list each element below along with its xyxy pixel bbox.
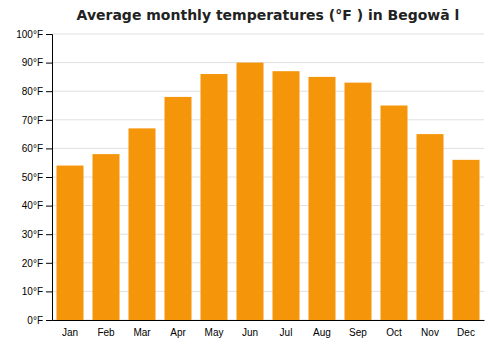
tick: 80°F bbox=[22, 86, 52, 97]
tick-label: Oct bbox=[386, 327, 402, 338]
tick-label: Jul bbox=[280, 327, 293, 338]
tick: 40°F bbox=[22, 200, 52, 211]
tick-label: 90°F bbox=[22, 57, 43, 68]
tick: Feb bbox=[97, 327, 115, 338]
tick: 70°F bbox=[22, 115, 52, 126]
tick-label: May bbox=[205, 327, 224, 338]
tick-mark bbox=[46, 206, 52, 207]
tick-mark bbox=[46, 63, 52, 64]
tick-mark bbox=[46, 263, 52, 264]
axis-domain bbox=[46, 35, 53, 321]
grid bbox=[52, 34, 484, 320]
tick: 90°F bbox=[22, 57, 52, 68]
tick-label: 80°F bbox=[22, 86, 43, 97]
bar bbox=[417, 134, 444, 320]
tick-label: Jun bbox=[242, 327, 258, 338]
tick: 20°F bbox=[22, 258, 52, 269]
tick: Oct bbox=[386, 327, 402, 338]
tick: 50°F bbox=[22, 172, 52, 183]
tick-label: 20°F bbox=[22, 258, 43, 269]
tick: 100°F bbox=[16, 29, 52, 40]
tick-label: Aug bbox=[313, 327, 331, 338]
bar bbox=[345, 83, 372, 320]
tick: Dec bbox=[457, 327, 475, 338]
bar bbox=[93, 154, 120, 320]
tick: Nov bbox=[421, 327, 439, 338]
tick-mark bbox=[46, 120, 52, 121]
tick-label: Sep bbox=[349, 327, 367, 338]
x-axis: Jan Feb Mar Apr May Jun Jul Aug Sep Oct Nov Dec bbox=[53, 321, 485, 339]
tick-label: 0°F bbox=[27, 315, 43, 326]
tick: 0°F bbox=[27, 315, 52, 326]
tick: 10°F bbox=[22, 286, 52, 297]
tick: Aug bbox=[313, 327, 331, 338]
tick: May bbox=[205, 327, 224, 338]
tick-label: Dec bbox=[457, 327, 475, 338]
tick-label: Jan bbox=[62, 327, 78, 338]
plot: 0°F 10°F 20°F 30°F 40°F 50°F 60°F 70°F 80°F 90°F 1… bbox=[16, 29, 484, 338]
tick-label: Nov bbox=[421, 327, 439, 338]
grid-line bbox=[52, 91, 484, 92]
bar bbox=[201, 74, 228, 320]
tick: 30°F bbox=[22, 229, 52, 240]
tick-label: 60°F bbox=[22, 143, 43, 154]
bar bbox=[237, 63, 264, 320]
tick-mark bbox=[46, 234, 52, 235]
y-axis: 0°F 10°F 20°F 30°F 40°F 50°F 60°F 70°F 80°F 90°F 1… bbox=[16, 29, 52, 326]
bars bbox=[57, 63, 480, 320]
tick-label: Apr bbox=[170, 327, 186, 338]
bar bbox=[381, 106, 408, 321]
tick-mark bbox=[46, 91, 52, 92]
tick-label: 70°F bbox=[22, 115, 43, 126]
tick-mark bbox=[46, 34, 52, 35]
chart-title: Average monthly temperatures (°F ) in Be… bbox=[77, 7, 460, 23]
tick-label: 50°F bbox=[22, 172, 43, 183]
grid-line bbox=[52, 119, 484, 120]
tick-mark bbox=[46, 177, 52, 178]
tick-label: 40°F bbox=[22, 200, 43, 211]
bar bbox=[309, 77, 336, 320]
bar bbox=[165, 97, 192, 320]
tick-label: Mar bbox=[133, 327, 151, 338]
tick: Apr bbox=[170, 327, 186, 338]
tick-label: 100°F bbox=[16, 29, 43, 40]
tick-label: 10°F bbox=[22, 286, 43, 297]
tick-mark bbox=[46, 291, 52, 292]
tick-label: 30°F bbox=[22, 229, 43, 240]
grid-line bbox=[52, 34, 484, 35]
tick-mark bbox=[46, 320, 52, 321]
grid-line bbox=[52, 62, 484, 63]
tick: 60°F bbox=[22, 143, 52, 154]
bar bbox=[129, 128, 156, 320]
bar bbox=[57, 166, 84, 320]
tick: Jan bbox=[62, 327, 78, 338]
bar bbox=[453, 160, 480, 320]
axis-domain bbox=[53, 320, 485, 321]
tick-mark bbox=[46, 148, 52, 149]
tick: Jun bbox=[242, 327, 258, 338]
tick-label: Feb bbox=[97, 327, 115, 338]
tick: Mar bbox=[133, 327, 151, 338]
tick: Sep bbox=[349, 327, 367, 338]
chart: 0°F 10°F 20°F 30°F 40°F 50°F 60°F 70°F 80°F 90°F 1… bbox=[0, 0, 500, 350]
bar bbox=[273, 71, 300, 320]
tick: Jul bbox=[280, 327, 293, 338]
